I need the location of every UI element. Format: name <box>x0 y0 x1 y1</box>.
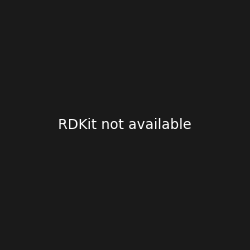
Text: RDKit not available: RDKit not available <box>58 118 192 132</box>
